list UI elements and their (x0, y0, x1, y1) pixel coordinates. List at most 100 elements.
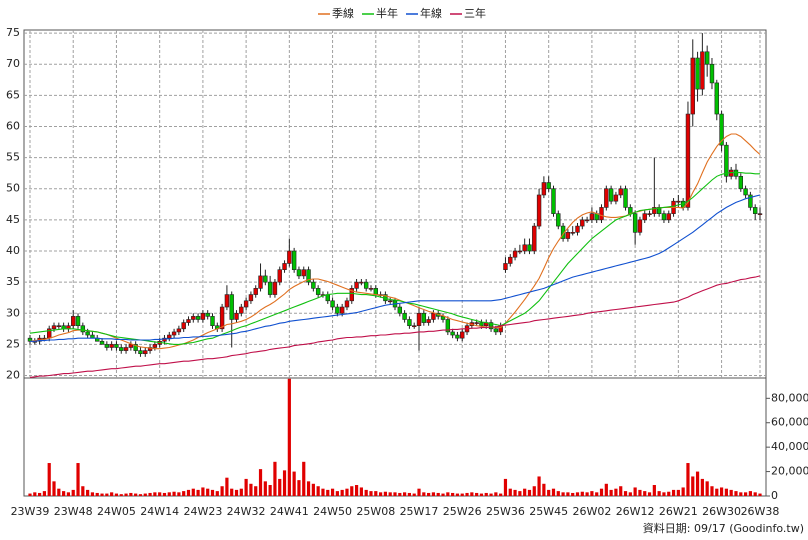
candle-body (503, 263, 508, 270)
volume-bar (652, 485, 656, 496)
volume-bar (705, 481, 709, 496)
candle-body (291, 250, 297, 270)
candle-body (71, 316, 76, 327)
volume-bar (451, 492, 455, 496)
volume-bar (575, 492, 580, 496)
volume-bar (595, 492, 599, 496)
candle-body (133, 344, 138, 351)
candle-body (123, 347, 129, 351)
x-tick-label: 23W39 (11, 505, 50, 518)
volume-bar (441, 493, 445, 496)
candle-body (253, 288, 258, 295)
candle-body (368, 288, 374, 290)
x-tick-label: 25W26 (443, 505, 482, 518)
legend-label: 半年 (376, 6, 398, 20)
candle-body (267, 281, 273, 295)
volume-bar (719, 487, 724, 496)
y-tick-label: 70 (6, 57, 20, 70)
volume-bar (431, 492, 436, 496)
x-tick-label: 23W48 (54, 505, 93, 518)
candle-body (666, 213, 671, 221)
volume-bar (628, 492, 632, 496)
volume-bar (220, 486, 224, 496)
candle-body (488, 322, 494, 330)
volume-bar (254, 486, 258, 496)
volume-bar (119, 494, 123, 496)
volume-bar (657, 491, 661, 496)
volume-bar (369, 491, 373, 496)
candle-body (412, 325, 417, 328)
candle-body (277, 269, 282, 283)
volume-bar (350, 486, 354, 496)
candle-body (613, 194, 619, 202)
x-tick-label: 24W32 (227, 505, 266, 518)
candle-body (623, 188, 628, 208)
volume-bar (201, 487, 205, 496)
candle-body (224, 294, 230, 308)
candle-body (152, 344, 158, 348)
volume-bar (633, 487, 637, 496)
candle-body (306, 269, 311, 283)
candle-body (647, 213, 652, 215)
x-tick-label: 26W12 (616, 505, 655, 518)
volume-bar (681, 487, 685, 496)
volume-bar (215, 491, 219, 496)
y2-tick-label: 60,000 (771, 416, 808, 429)
volume-bar (609, 489, 613, 496)
volume-bar (508, 488, 512, 496)
volume-bar (585, 492, 589, 496)
candle-body (143, 350, 148, 355)
volume-bar (114, 493, 119, 496)
y2-tick-label: 20,000 (771, 465, 808, 478)
volume-bar (475, 492, 479, 496)
candle-body (618, 188, 623, 196)
volume-bar (551, 488, 556, 496)
volume-bar (436, 492, 440, 496)
candle-body (709, 63, 715, 84)
volume-bar (691, 476, 695, 496)
candle-body (752, 207, 758, 214)
volume-bar (57, 488, 61, 496)
candle-body (128, 344, 134, 348)
candle-body (258, 275, 263, 289)
volume-bar (153, 492, 157, 496)
candle-body (642, 213, 647, 221)
volume-bar (647, 492, 652, 496)
x-tick-label: 26W02 (572, 505, 611, 518)
candle-body (551, 188, 556, 214)
candle-body (656, 207, 662, 214)
volume-bar (167, 492, 171, 496)
volume-bar (311, 483, 315, 496)
volume-bar (695, 471, 700, 496)
candle-body (167, 334, 172, 339)
candle-body (565, 232, 571, 239)
volume-bar (33, 492, 37, 496)
source-note: 資料日期: 09/17 (Goodinfo.tw) (643, 521, 804, 535)
candle-body (109, 344, 114, 348)
ma-line (30, 194, 761, 342)
candle-body (460, 331, 465, 339)
candle-body (738, 175, 743, 190)
volume-panel (23, 377, 767, 497)
candle-body (546, 182, 551, 190)
candle-body (421, 312, 427, 323)
candle-body (205, 312, 210, 317)
y-tick-label: 30 (6, 306, 20, 319)
volume-bar (71, 489, 75, 496)
volume-bar (566, 492, 570, 496)
y-tick-label: 25 (6, 337, 20, 350)
candle-body (248, 294, 254, 302)
volume-bar (134, 493, 138, 496)
volume-bar (590, 491, 594, 496)
candle-body (359, 281, 364, 284)
candle-body (512, 250, 518, 258)
volume-bar (427, 492, 431, 496)
volume-bar (599, 488, 604, 496)
volume-bar (287, 378, 291, 496)
x-tick-label: 25W36 (486, 505, 525, 518)
candle-body (114, 344, 119, 348)
volume-bar (110, 492, 114, 496)
candle-body (479, 322, 484, 327)
